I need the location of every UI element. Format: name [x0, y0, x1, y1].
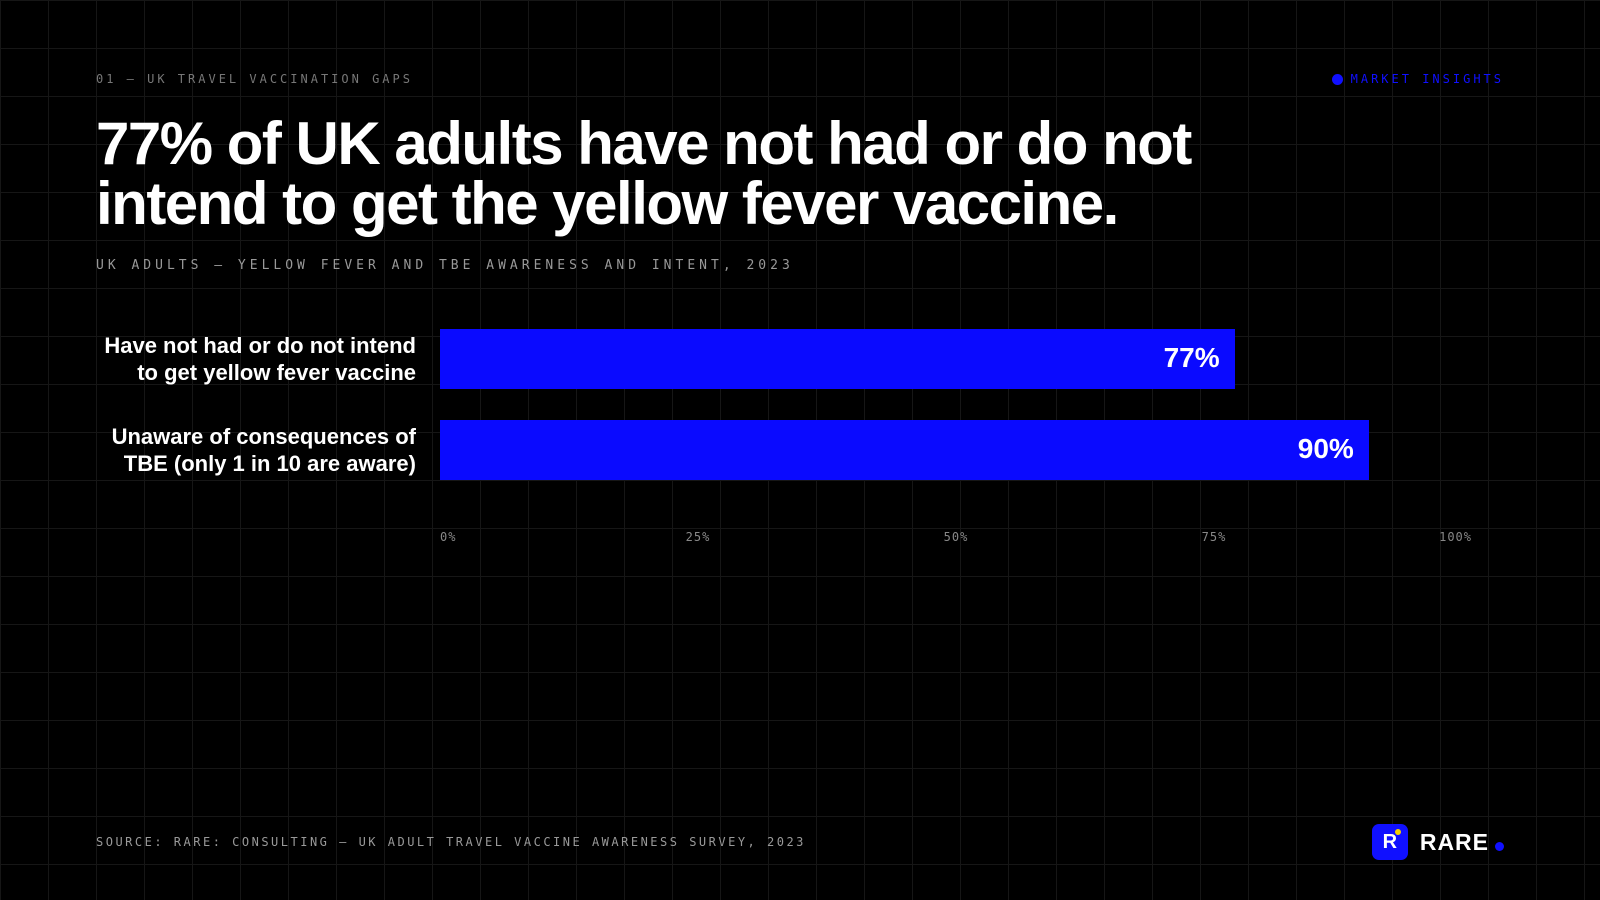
source: SOURCE: RARE: CONSULTING — UK ADULT TRAV…	[96, 835, 806, 849]
kicker: 01 — UK TRAVEL VACCINATION GAPS	[96, 72, 413, 86]
chart-title: 77% of UK adults have not had or do not …	[96, 110, 1192, 237]
bar	[440, 329, 1235, 389]
brand-name: RARE	[1419, 828, 1489, 855]
tag: MARKET INSIGHTS	[1331, 72, 1504, 86]
category-label: Have not had or do not intend to get yel…	[104, 333, 416, 385]
tag-dot	[1331, 73, 1343, 85]
x-tick-label: 50%	[943, 530, 969, 544]
value-label: 77%	[1163, 342, 1220, 373]
x-tick-label: 75%	[1201, 530, 1227, 544]
brand: R RARE	[1371, 824, 1504, 860]
value-label: 90%	[1297, 433, 1354, 464]
tag-text: MARKET INSIGHTS	[1350, 72, 1504, 86]
category-label: Unaware of consequences of TBE (only 1 i…	[111, 424, 416, 476]
x-tick-label: 0%	[440, 530, 457, 544]
bar	[440, 420, 1369, 480]
x-tick-label: 100%	[1439, 530, 1472, 544]
chart-subtitle: UK ADULTS — YELLOW FEVER AND TBE AWARENE…	[96, 258, 794, 273]
x-tick-label: 25%	[685, 530, 711, 544]
logo: R	[1371, 824, 1408, 860]
brand-dot	[1495, 841, 1504, 851]
